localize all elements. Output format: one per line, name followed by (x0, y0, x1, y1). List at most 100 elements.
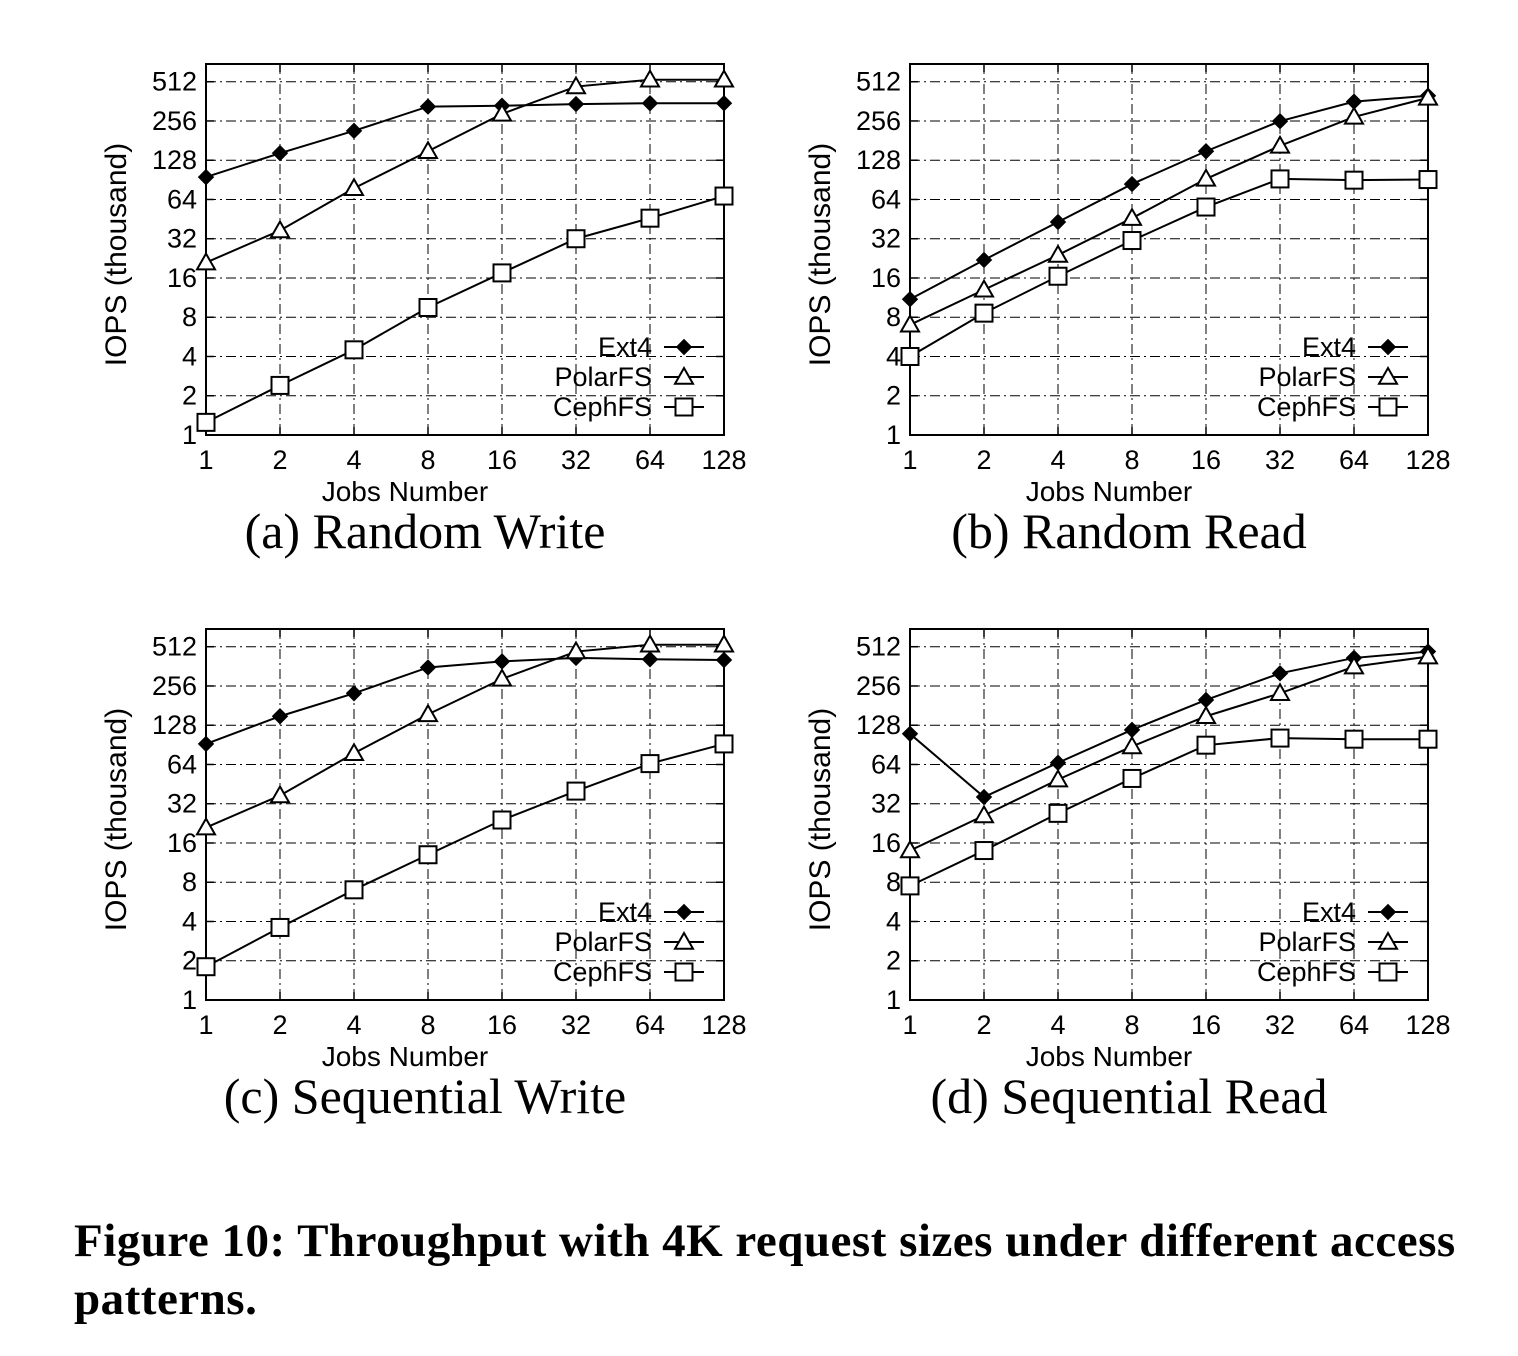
y-tick-label: 4 (886, 341, 901, 371)
data-point-cephfs (974, 841, 994, 861)
data-point-cephfs (566, 229, 586, 249)
data-point-polarfs (1047, 768, 1069, 788)
data-point-polarfs (713, 68, 735, 88)
x-tick-label: 32 (561, 445, 591, 475)
data-point-cephfs (418, 298, 438, 318)
y-tick-label: 32 (167, 224, 197, 254)
data-point-ext4 (345, 122, 363, 140)
data-point-cephfs (492, 810, 512, 830)
y-tick-label: 16 (167, 263, 197, 293)
y-tick-label: 32 (871, 224, 901, 254)
data-point-ext4 (271, 144, 289, 162)
data-point-polarfs (1047, 244, 1069, 263)
data-point-cephfs (418, 845, 438, 865)
data-point-polarfs (899, 839, 921, 859)
y-tick-label: 256 (152, 671, 197, 701)
data-point-polarfs (565, 75, 587, 95)
chart-random-read: 1 2 4 8 16 32 64 128 1 2 4 8 16 32 64 128 256 512 Jobs Num… (804, 63, 1451, 559)
data-point-ext4 (1049, 213, 1067, 231)
data-point-ext4 (901, 290, 919, 308)
data-point-cephfs (714, 734, 734, 754)
data-point-polarfs (1417, 645, 1439, 665)
y-tick-label: 2 (182, 381, 197, 411)
y-axis-label: IOPS (thousand) (804, 708, 837, 931)
legend-label-ext4: Ext4 (1302, 332, 1356, 362)
y-tick-label: 256 (152, 106, 197, 136)
data-point-ext4 (715, 651, 733, 669)
data-point-cephfs (714, 186, 734, 206)
plot-frame (205, 628, 725, 1001)
data-point-cephfs (900, 876, 920, 896)
legend-marker-ext4 (675, 903, 693, 921)
legend-marker-polarfs (673, 365, 695, 385)
data-point-polarfs (417, 703, 439, 723)
x-tick-label: 2 (272, 1010, 287, 1040)
x-tick-label: 64 (635, 445, 665, 475)
y-tick-label: 16 (871, 828, 901, 858)
plot-frame (909, 628, 1429, 1001)
x-tick-label: 16 (1191, 445, 1221, 475)
x-tick-label: 1 (198, 1010, 213, 1040)
x-tick-label: 64 (635, 1010, 665, 1040)
data-point-cephfs (640, 208, 660, 228)
x-tick-label: 8 (1124, 1010, 1139, 1040)
series-line-ext4 (205, 656, 725, 745)
data-point-polarfs (269, 784, 291, 804)
y-tick-label: 256 (856, 106, 901, 136)
y-tick-label: 4 (182, 341, 197, 371)
x-tick-label: 128 (701, 1010, 746, 1040)
y-tick-label: 64 (871, 749, 901, 779)
data-point-ext4 (641, 95, 659, 112)
series-line-polarfs (909, 655, 1429, 852)
data-point-cephfs (1344, 729, 1364, 749)
data-point-ext4 (419, 98, 437, 115)
data-point-ext4 (975, 251, 993, 269)
series-line-cephfs (909, 177, 1429, 358)
data-point-ext4 (197, 735, 215, 753)
data-point-cephfs (196, 957, 216, 977)
data-point-polarfs (343, 177, 365, 197)
data-point-cephfs (1122, 768, 1142, 788)
data-point-ext4 (493, 653, 511, 670)
data-point-cephfs (640, 754, 660, 774)
y-tick-label: 1 (886, 420, 901, 450)
y-tick-label: 128 (152, 710, 197, 740)
data-point-cephfs (1048, 803, 1068, 823)
data-point-polarfs (1121, 207, 1143, 226)
series-line-cephfs (205, 195, 725, 424)
legend-marker-polarfs (1377, 930, 1399, 950)
x-tick-label: 16 (1191, 1010, 1221, 1040)
data-point-polarfs (1343, 105, 1365, 125)
data-point-polarfs (1195, 167, 1217, 187)
subplot-title: (c) Sequential Write (224, 1068, 626, 1124)
data-point-cephfs (1270, 169, 1290, 189)
x-axis-label: Jobs Number (1026, 476, 1193, 507)
x-tick-label: 2 (976, 1010, 991, 1040)
legend-label-polarfs: PolarFS (554, 362, 652, 392)
plot-frame (205, 63, 725, 436)
data-point-polarfs (973, 804, 995, 824)
x-tick-label: 8 (1124, 445, 1139, 475)
data-point-polarfs (899, 313, 921, 333)
data-point-cephfs (566, 781, 586, 801)
data-point-cephfs (492, 263, 512, 283)
y-axis-label: IOPS (thousand) (100, 708, 133, 931)
data-point-polarfs (195, 816, 217, 836)
data-point-ext4 (641, 651, 659, 668)
y-tick-label: 8 (182, 302, 197, 332)
data-point-cephfs (900, 346, 920, 366)
x-axis-label: Jobs Number (322, 1041, 489, 1072)
data-point-ext4 (1197, 143, 1215, 160)
series-line-cephfs (909, 737, 1428, 887)
data-point-cephfs (1270, 728, 1290, 748)
data-point-ext4 (1271, 665, 1289, 682)
y-tick-label: 16 (167, 828, 197, 858)
data-point-ext4 (197, 168, 215, 186)
x-axis-label: Jobs Number (322, 476, 489, 507)
y-tick-label: 64 (871, 184, 901, 214)
legend-marker-cephfs (1378, 397, 1398, 417)
data-point-ext4 (419, 659, 437, 676)
y-tick-label: 1 (182, 985, 197, 1015)
x-tick-label: 4 (346, 445, 361, 475)
